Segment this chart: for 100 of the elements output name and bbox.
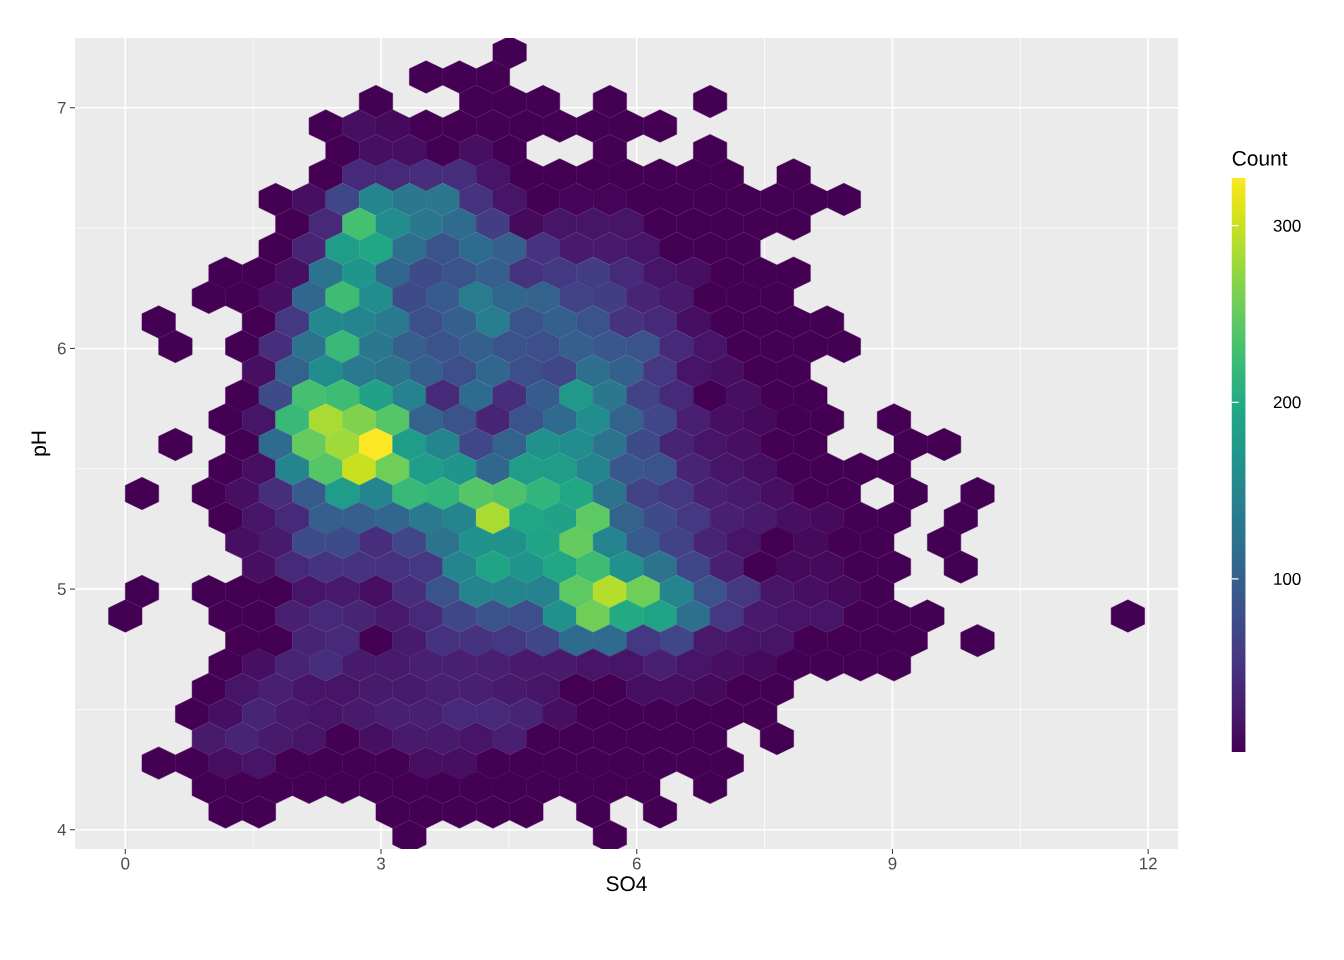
- point: [576, 109, 611, 143]
- point: [342, 550, 377, 584]
- point: [175, 746, 210, 780]
- point: [375, 158, 410, 192]
- point: [409, 109, 444, 143]
- point: [793, 624, 828, 658]
- point: [459, 85, 494, 118]
- point: [676, 158, 711, 192]
- point: [659, 232, 694, 266]
- point: [158, 330, 193, 363]
- point: [258, 624, 293, 658]
- point: [241, 501, 276, 535]
- color-bar-label: 200: [1273, 396, 1301, 409]
- point: [475, 207, 510, 241]
- point: [693, 280, 728, 314]
- point: [576, 256, 611, 290]
- point: [542, 452, 577, 486]
- point: [308, 256, 343, 290]
- point: [877, 452, 911, 486]
- point: [425, 770, 460, 804]
- point: [425, 428, 460, 461]
- point: [609, 109, 644, 143]
- point: [509, 354, 544, 388]
- point: [492, 428, 527, 461]
- point: [359, 280, 393, 314]
- point: [292, 624, 327, 658]
- point: [659, 624, 694, 658]
- point: [759, 722, 794, 755]
- point: [759, 330, 794, 363]
- point: [475, 501, 510, 535]
- point: [275, 648, 310, 682]
- point: [425, 232, 460, 266]
- point: [225, 280, 260, 314]
- point: [659, 722, 694, 755]
- point: [509, 109, 544, 143]
- point: [191, 575, 226, 608]
- point: [475, 648, 510, 682]
- point: [258, 722, 293, 755]
- point: [342, 648, 377, 682]
- point: [810, 305, 845, 339]
- point: [225, 575, 260, 608]
- x-tick-label: 6: [632, 857, 641, 870]
- point: [609, 403, 644, 437]
- point: [225, 428, 260, 461]
- point: [659, 379, 694, 413]
- point: [459, 280, 494, 314]
- point: [559, 624, 594, 658]
- point: [726, 525, 761, 559]
- point: [325, 477, 360, 510]
- point: [576, 354, 611, 388]
- point: [576, 697, 611, 731]
- point: [826, 330, 861, 363]
- point: [726, 330, 761, 363]
- point: [960, 624, 995, 658]
- point: [609, 256, 644, 290]
- point: [743, 256, 778, 290]
- point: [509, 795, 544, 829]
- point: [225, 770, 260, 804]
- point: [893, 624, 928, 658]
- point: [759, 379, 794, 413]
- point: [241, 746, 276, 780]
- point: [442, 501, 477, 535]
- point: [643, 305, 677, 339]
- point: [241, 305, 276, 339]
- point: [759, 575, 794, 608]
- point: [225, 672, 260, 706]
- point: [893, 477, 928, 510]
- point: [793, 525, 828, 559]
- point: [759, 280, 794, 314]
- point: [425, 672, 460, 706]
- point: [810, 599, 845, 633]
- point: [308, 746, 343, 780]
- point: [592, 624, 627, 658]
- point: [392, 722, 427, 755]
- point: [509, 648, 544, 682]
- point: [425, 134, 460, 168]
- point: [308, 305, 343, 339]
- point: [359, 525, 393, 559]
- point: [275, 452, 310, 486]
- point: [425, 183, 460, 216]
- point: [693, 525, 728, 559]
- x-tick-label: 9: [888, 857, 897, 870]
- point: [208, 452, 243, 486]
- point: [191, 672, 226, 706]
- point: [241, 795, 276, 829]
- point: [709, 158, 744, 192]
- point: [693, 379, 728, 413]
- point: [693, 672, 728, 706]
- point: [626, 428, 661, 461]
- point: [509, 452, 544, 486]
- point: [576, 795, 611, 829]
- point: [960, 477, 995, 510]
- point: [492, 770, 527, 804]
- point: [759, 672, 794, 706]
- point: [526, 428, 560, 461]
- point: [576, 403, 611, 437]
- point: [793, 183, 828, 216]
- point: [626, 722, 661, 755]
- point: [442, 599, 477, 633]
- point: [609, 354, 644, 388]
